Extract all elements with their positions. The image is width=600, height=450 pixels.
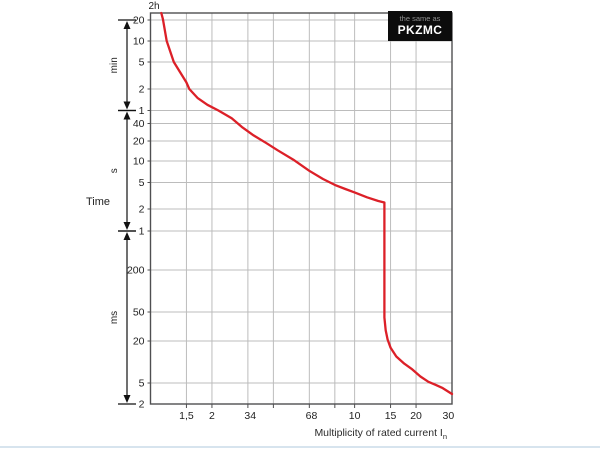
- y-tick-label: 10: [133, 36, 145, 48]
- arrowhead: [123, 395, 131, 403]
- y-tick-label: 20: [133, 336, 145, 348]
- y-axis-top-label: 2h: [148, 1, 160, 12]
- badge-title: PKZMC: [397, 23, 443, 38]
- arrowhead: [123, 111, 131, 120]
- x-axis-title: Multiplicity of rated current In: [247, 427, 447, 441]
- y-tick-label: 2: [139, 84, 145, 96]
- y-tick-label: 1: [139, 226, 145, 238]
- bottom-divider: [0, 446, 600, 448]
- x-axis-title-subscript: n: [442, 432, 447, 442]
- y-tick-label: 10: [133, 156, 145, 168]
- badge-subtitle: the same as: [399, 14, 441, 24]
- y-tick-label: 20: [133, 136, 145, 148]
- y-axis-title: Time: [85, 196, 111, 208]
- x-tick-label: 20: [410, 410, 422, 422]
- y-unit-label: min: [109, 57, 120, 73]
- y-tick-label: 2: [139, 399, 145, 411]
- y-unit-label: ms: [109, 311, 120, 324]
- y-tick-label: 20: [133, 15, 145, 27]
- y-tick-label: 1: [139, 105, 145, 117]
- y-tick-label: 5: [139, 177, 145, 189]
- y-unit-label: s: [109, 168, 120, 173]
- arrowhead: [123, 21, 131, 29]
- x-axis-title-text: Multiplicity of rated current I: [314, 427, 443, 439]
- y-tick-label: 40: [133, 118, 145, 130]
- pkzmc-badge: the same as PKZMC: [388, 11, 452, 41]
- x-tick-label: 68: [306, 410, 318, 422]
- y-tick-label: 5: [139, 378, 145, 390]
- x-tick-label: 10: [349, 410, 361, 422]
- arrowhead: [123, 101, 131, 110]
- x-tick-label: 34: [244, 410, 256, 422]
- arrowhead: [123, 232, 131, 240]
- x-tick-label: 2: [209, 410, 215, 422]
- x-tick-label: 1,5: [179, 410, 194, 422]
- y-tick-label: 5: [139, 57, 145, 69]
- trip-curve-line: [160, 11, 454, 396]
- y-tick-label: 2: [139, 204, 145, 216]
- x-tick-label: 30: [443, 410, 455, 422]
- plot-frame: [149, 12, 453, 405]
- y-tick-label: 200: [127, 265, 145, 277]
- arrowhead: [123, 222, 131, 230]
- y-tick-label: 50: [133, 307, 145, 319]
- x-tick-label: 15: [385, 410, 397, 422]
